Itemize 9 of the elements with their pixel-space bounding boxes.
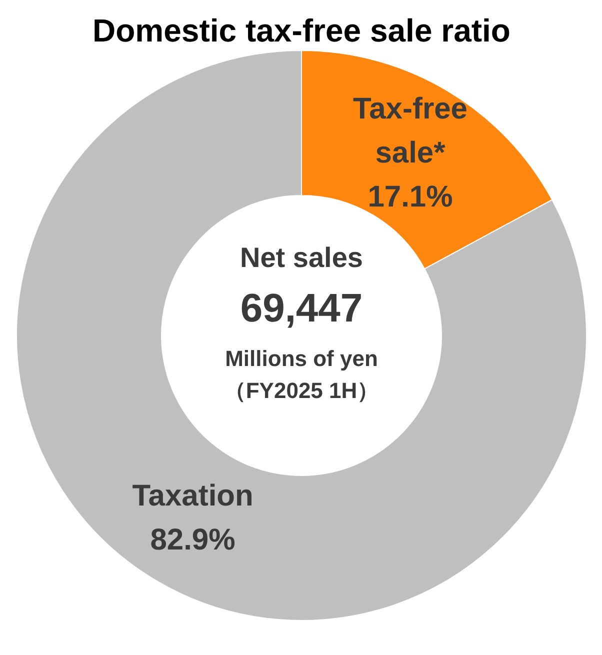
data-label: 17.1% xyxy=(368,180,453,214)
text: 69,447 xyxy=(240,286,363,330)
slice-label: Tax-free sale* xyxy=(353,92,468,170)
text: Millions of yen xyxy=(225,346,378,371)
text: Net sales xyxy=(240,242,363,273)
chart-title: Domestic tax-free sale ratio xyxy=(92,12,510,48)
slice-label: Taxation xyxy=(132,480,254,513)
text: （FY2025 1H） xyxy=(224,378,380,403)
data-label: 82.9% xyxy=(150,524,236,557)
